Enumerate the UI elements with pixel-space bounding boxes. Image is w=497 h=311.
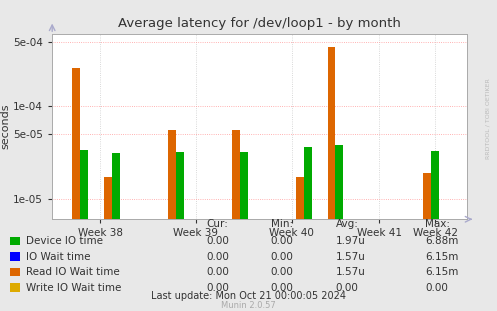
Text: Write IO Wait time: Write IO Wait time bbox=[26, 283, 121, 293]
Bar bbox=[304, 147, 312, 219]
Text: Max:: Max: bbox=[425, 219, 450, 229]
Text: IO Wait time: IO Wait time bbox=[26, 252, 90, 262]
Bar bbox=[168, 129, 176, 219]
Text: RRDTOOL / TOBI OETIKER: RRDTOOL / TOBI OETIKER bbox=[486, 78, 491, 159]
Text: 0.00: 0.00 bbox=[335, 283, 358, 293]
Text: 1.57u: 1.57u bbox=[335, 267, 365, 277]
Text: Avg:: Avg: bbox=[335, 219, 358, 229]
Text: 0.00: 0.00 bbox=[206, 267, 229, 277]
Bar bbox=[328, 47, 335, 219]
Text: 0.00: 0.00 bbox=[425, 283, 448, 293]
Text: 0.00: 0.00 bbox=[271, 252, 294, 262]
Bar bbox=[431, 151, 439, 219]
Bar bbox=[296, 177, 304, 219]
Bar bbox=[112, 153, 120, 219]
Bar bbox=[335, 145, 343, 219]
Text: 0.00: 0.00 bbox=[206, 236, 229, 246]
Bar bbox=[104, 177, 112, 219]
Text: 0.00: 0.00 bbox=[271, 283, 294, 293]
Text: 0.00: 0.00 bbox=[271, 267, 294, 277]
Text: Last update: Mon Oct 21 00:00:05 2024: Last update: Mon Oct 21 00:00:05 2024 bbox=[151, 291, 346, 301]
Text: Munin 2.0.57: Munin 2.0.57 bbox=[221, 301, 276, 310]
Bar bbox=[80, 150, 88, 219]
Text: 1.57u: 1.57u bbox=[335, 252, 365, 262]
Text: Min:: Min: bbox=[271, 219, 293, 229]
Title: Average latency for /dev/loop1 - by month: Average latency for /dev/loop1 - by mont… bbox=[118, 17, 401, 30]
Text: Read IO Wait time: Read IO Wait time bbox=[26, 267, 120, 277]
Bar bbox=[232, 129, 240, 219]
Text: 1.97u: 1.97u bbox=[335, 236, 365, 246]
Bar bbox=[423, 173, 431, 219]
Text: 0.00: 0.00 bbox=[206, 283, 229, 293]
Text: 0.00: 0.00 bbox=[206, 252, 229, 262]
Y-axis label: seconds: seconds bbox=[0, 104, 10, 150]
Text: 6.15m: 6.15m bbox=[425, 267, 458, 277]
Bar bbox=[72, 68, 80, 219]
Text: 6.15m: 6.15m bbox=[425, 252, 458, 262]
Text: 6.88m: 6.88m bbox=[425, 236, 458, 246]
Bar bbox=[240, 152, 248, 219]
Text: 0.00: 0.00 bbox=[271, 236, 294, 246]
Text: Device IO time: Device IO time bbox=[26, 236, 103, 246]
Text: Cur:: Cur: bbox=[206, 219, 228, 229]
Bar bbox=[176, 152, 184, 219]
